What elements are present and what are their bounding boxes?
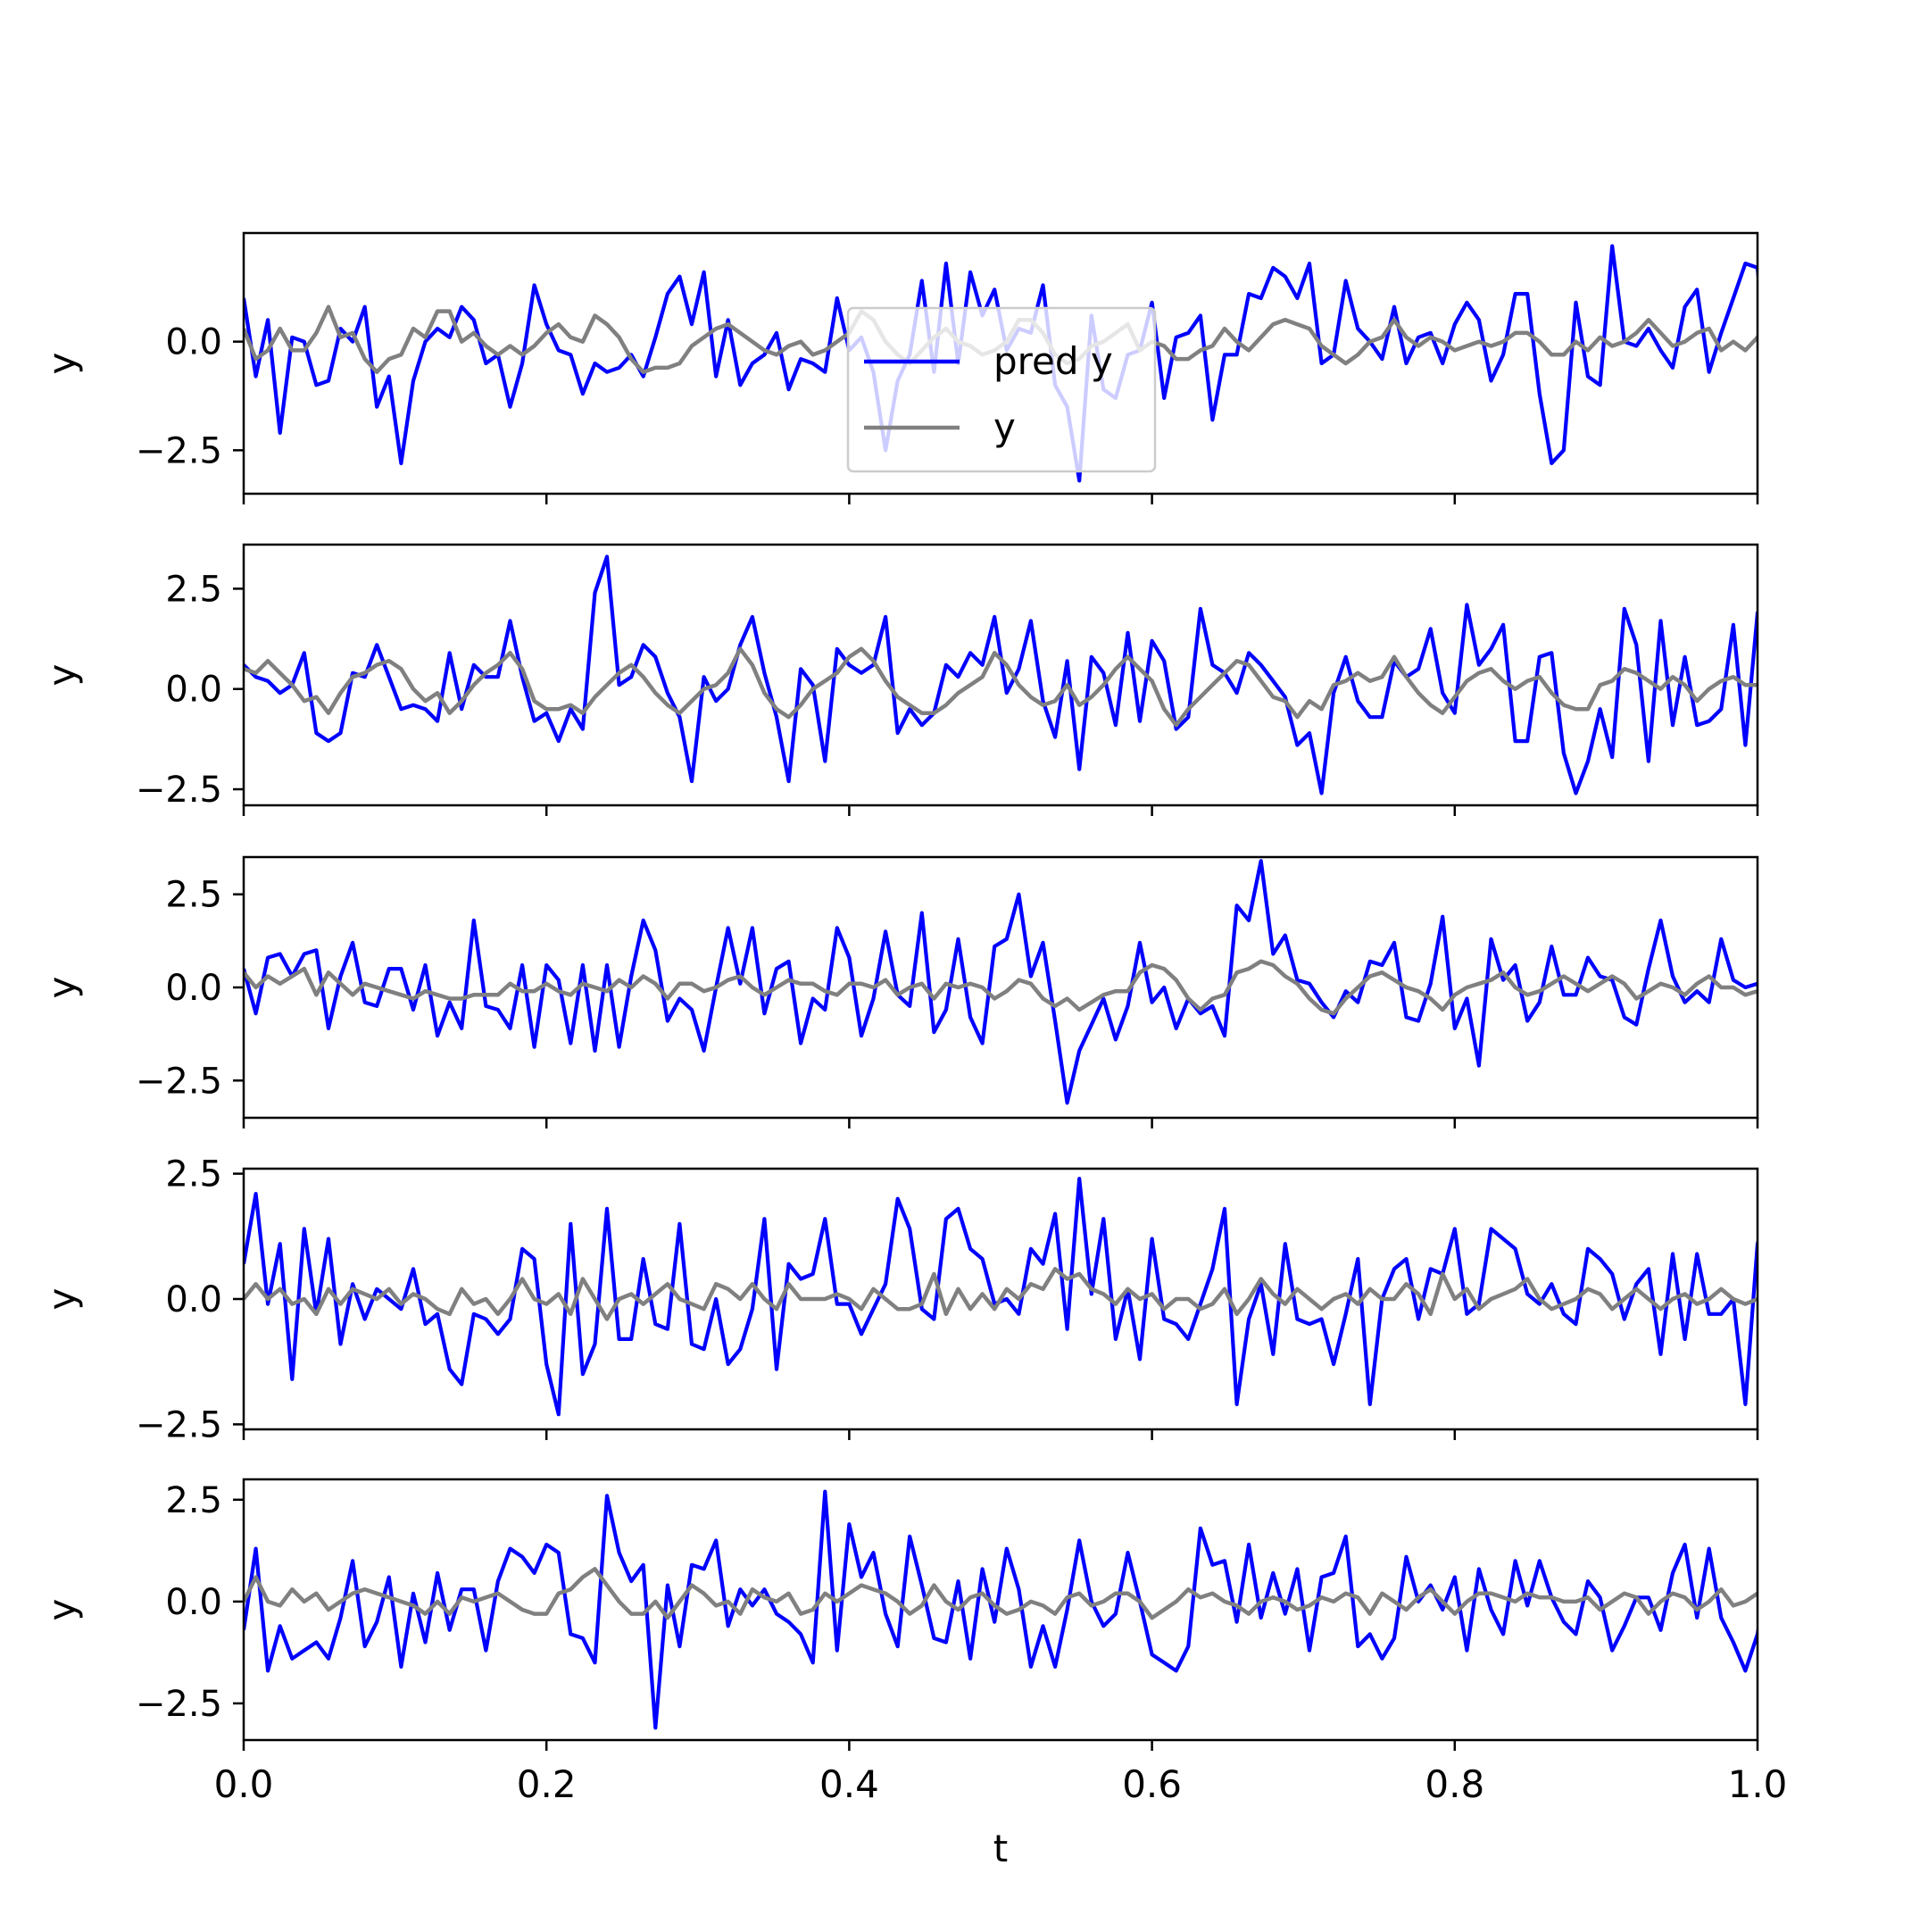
subplot-3: 2.5 0.0 −2.5 y [40,855,1759,1128]
series-line-y [244,1567,1758,1620]
y-tick-label: −2.5 [136,430,222,471]
series-line-pred-y [244,554,1758,795]
y-tick-label: 2.5 [165,1154,222,1195]
legend-label-y: y [993,405,1016,449]
series-line-y [244,1267,1758,1321]
y-tick-label: 0.0 [165,670,222,711]
y-axis-label: y [40,353,84,375]
y-tick-label: 0.0 [165,968,222,1009]
y-axis-label: y [40,1599,84,1621]
y-tick-label: −2.5 [136,1404,222,1445]
x-tick-label: 0.2 [517,1762,577,1806]
y-axis-label: y [40,977,84,999]
y-tick-label: 2.5 [165,875,222,916]
y-tick-label: 2.5 [165,569,222,610]
series-line-pred-y [244,1177,1758,1417]
legend: pred y y [846,306,1157,473]
legend-label-pred-y: pred y [993,339,1113,383]
y-tick-label: −2.5 [136,770,222,811]
series-line-y [244,959,1758,1016]
x-tick-label: 0.0 [214,1762,274,1806]
y-axis-label: y [40,1288,84,1311]
x-axis-label: t [993,1827,1008,1870]
y-tick-label: 0.0 [165,1279,222,1320]
y-tick-label: 0.0 [165,322,222,363]
axes-frame [242,543,1759,807]
x-tick-label: 0.4 [819,1762,879,1806]
x-tick-label: 0.8 [1425,1762,1484,1806]
series-line-pred-y [244,859,1758,1105]
y-tick-label: 2.5 [165,1480,222,1521]
y-axis-label: y [40,664,84,687]
y-tick-label: −2.5 [136,1684,222,1725]
subplot-5: 2.5 0.0 −2.5 y [40,1478,1759,1751]
series-line-y [244,646,1758,728]
x-tick-label: 1.0 [1728,1762,1788,1806]
axes-frame [242,1478,1759,1742]
y-tick-label: 0.0 [165,1582,222,1623]
legend-box [846,306,1157,473]
series-line-pred-y [244,1489,1758,1730]
axes-frame [242,231,1759,495]
subplot-4: 2.5 0.0 −2.5 y [40,1154,1759,1445]
subplots: 0.0 −2.5 y 2.5 0.0 −2.5 y 2.5 0.0 −2.5 y 2.5 0.0 −2.5… [40,231,1759,1751]
x-tick-label: 0.6 [1122,1762,1182,1806]
subplot-2: 2.5 0.0 −2.5 y [40,543,1759,816]
y-tick-label: −2.5 [136,1061,222,1102]
x-tick-labels: 0.0 0.2 0.4 0.6 0.8 1.0 [214,1762,1788,1806]
